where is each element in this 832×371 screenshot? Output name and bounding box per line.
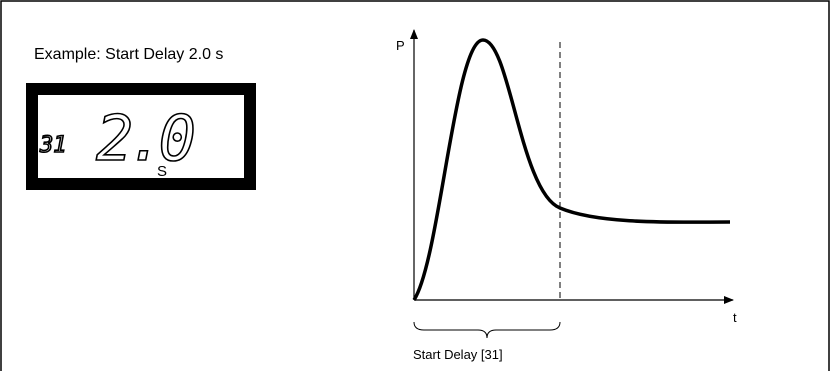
display-unit: S (157, 163, 167, 180)
y-axis-label: P (396, 38, 405, 53)
power-curve (412, 38, 731, 301)
display-bezel (26, 83, 256, 190)
display-value: 2.0 (96, 102, 194, 175)
display-parameter: 31 (39, 133, 67, 158)
example-label: Example: Start Delay 2.0 s (34, 46, 223, 63)
x-axis-label: t (733, 310, 737, 325)
brace (413, 321, 561, 339)
brace-label: Start Delay [31] (413, 347, 503, 362)
